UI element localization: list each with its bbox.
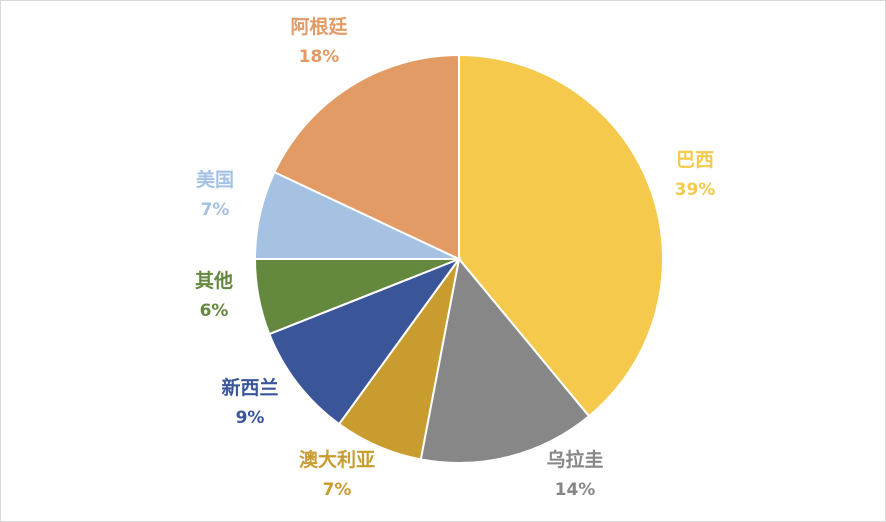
- slice-percent-label: 7%: [201, 200, 230, 220]
- slice-percent-label: 7%: [323, 480, 352, 500]
- slice-label: 巴西: [676, 149, 714, 171]
- slice-label: 其他: [195, 269, 233, 292]
- slice-percent-label: 14%: [555, 480, 596, 500]
- slice-percent-label: 18%: [299, 47, 340, 67]
- slice-percent-label: 39%: [675, 180, 716, 200]
- slice-label: 澳大利亚: [299, 448, 375, 471]
- slice-percent-label: 6%: [200, 301, 229, 321]
- slice-label: 新西兰: [221, 376, 278, 399]
- pie-slice: [458, 53, 664, 418]
- pie-slice: [268, 256, 462, 426]
- slice-label: 乌拉圭: [546, 448, 603, 471]
- slice-label: 阿根廷: [290, 15, 348, 38]
- pie-slices: [253, 53, 664, 464]
- slice-percent-label: 9%: [236, 408, 265, 428]
- pie-slice: [419, 256, 591, 464]
- pie-labels: 巴西 39% 乌拉圭 14% 澳大利亚 7% 新西兰 9% 其他 6% 美国 7% 阿根廷 18%: [195, 15, 715, 500]
- pie-slice: [273, 53, 460, 261]
- slice-label: 美国: [196, 168, 234, 191]
